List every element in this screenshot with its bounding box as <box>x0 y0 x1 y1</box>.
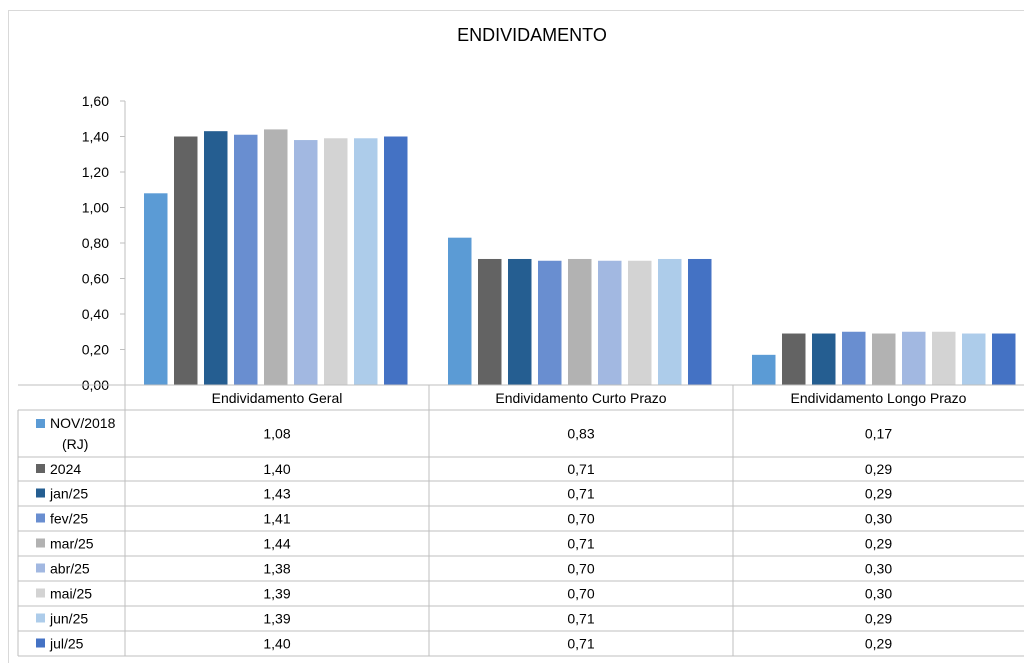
legend-swatch <box>36 638 45 648</box>
bar <box>508 258 532 385</box>
data-table-value: 0,30 <box>865 561 892 577</box>
data-table-value: 0,70 <box>567 511 594 527</box>
bar <box>872 333 896 385</box>
data-table-value: 1,08 <box>263 426 290 442</box>
data-table-value: 0,17 <box>865 426 892 442</box>
bar <box>204 131 228 385</box>
bar <box>144 193 168 385</box>
data-table-value: 1,44 <box>263 536 290 552</box>
data-table-value: 1,43 <box>263 486 290 502</box>
data-table-value: 0,70 <box>567 561 594 577</box>
bar <box>568 258 592 385</box>
bar <box>932 331 956 385</box>
y-tick-label: 1,20 <box>82 164 109 180</box>
legend-swatch <box>36 588 45 598</box>
bar <box>478 258 502 385</box>
bar <box>962 333 986 385</box>
bar <box>448 237 472 385</box>
y-tick-label: 1,40 <box>82 129 109 145</box>
bar <box>782 333 806 385</box>
bar <box>538 260 562 385</box>
legend-swatch <box>36 464 45 473</box>
bar <box>598 260 622 385</box>
bar <box>324 138 348 385</box>
data-table-value: 0,29 <box>865 536 892 552</box>
bar <box>992 333 1016 385</box>
legend-label: abr/25 <box>50 561 90 577</box>
category-label: Endividamento Curto Prazo <box>495 390 666 406</box>
legend-label: jun/25 <box>49 611 88 627</box>
category-label: Endividamento Longo Prazo <box>791 390 967 406</box>
bar <box>812 333 836 385</box>
data-table-value: 0,71 <box>567 536 594 552</box>
data-table-value: 0,29 <box>865 486 892 502</box>
bar <box>902 331 926 385</box>
y-tick-label: 1,00 <box>82 200 109 216</box>
data-table-value: 1,39 <box>263 611 290 627</box>
legend-label: 2024 <box>50 461 81 477</box>
legend-label: jul/25 <box>49 636 84 652</box>
data-table-value: 1,39 <box>263 586 290 602</box>
y-tick-label: 0,60 <box>82 271 109 287</box>
category-label: Endividamento Geral <box>212 390 343 406</box>
data-table-value: 1,40 <box>263 636 290 652</box>
legend-label: mar/25 <box>50 536 94 552</box>
data-table-value: 0,71 <box>567 486 594 502</box>
data-table-value: 0,83 <box>567 426 594 442</box>
data-table-value: 0,30 <box>865 586 892 602</box>
legend-label: jan/25 <box>49 486 88 502</box>
bar <box>294 140 318 385</box>
legend-swatch <box>36 513 45 523</box>
data-table-value: 1,38 <box>263 561 290 577</box>
data-table-value: 1,40 <box>263 461 290 477</box>
data-table-value: 0,29 <box>865 461 892 477</box>
y-tick-label: 0,40 <box>82 306 109 322</box>
bar <box>354 138 378 385</box>
legend-swatch <box>36 538 45 548</box>
data-table-value: 1,41 <box>263 511 290 527</box>
data-table-value: 0,71 <box>567 611 594 627</box>
bar <box>658 258 682 385</box>
legend-swatch <box>36 613 45 623</box>
legend-swatch <box>36 488 45 498</box>
legend-label: mai/25 <box>50 586 92 602</box>
legend-label: fev/25 <box>50 511 88 527</box>
data-table-value: 0,29 <box>865 611 892 627</box>
bar <box>688 258 712 385</box>
chart-frame <box>8 10 1024 663</box>
legend-label: NOV/2018 (RJ) <box>50 415 116 452</box>
bar <box>234 134 258 385</box>
data-table-value: 0,71 <box>567 461 594 477</box>
data-table-value: 0,71 <box>567 636 594 652</box>
legend-swatch <box>36 563 45 573</box>
data-table-value: 0,30 <box>865 511 892 527</box>
legend-swatch <box>36 419 45 428</box>
bar <box>264 129 288 385</box>
bar <box>174 136 198 385</box>
bar <box>842 331 866 385</box>
data-table-value: 0,70 <box>567 586 594 602</box>
y-tick-label: 0,20 <box>82 342 109 358</box>
bar <box>384 136 408 385</box>
chart-title: ENDIVIDAMENTO <box>457 25 607 45</box>
y-tick-label: 0,80 <box>82 235 109 251</box>
y-tick-label: 1,60 <box>82 93 109 109</box>
bar <box>752 354 776 385</box>
bar <box>628 260 652 385</box>
data-table-value: 0,29 <box>865 636 892 652</box>
